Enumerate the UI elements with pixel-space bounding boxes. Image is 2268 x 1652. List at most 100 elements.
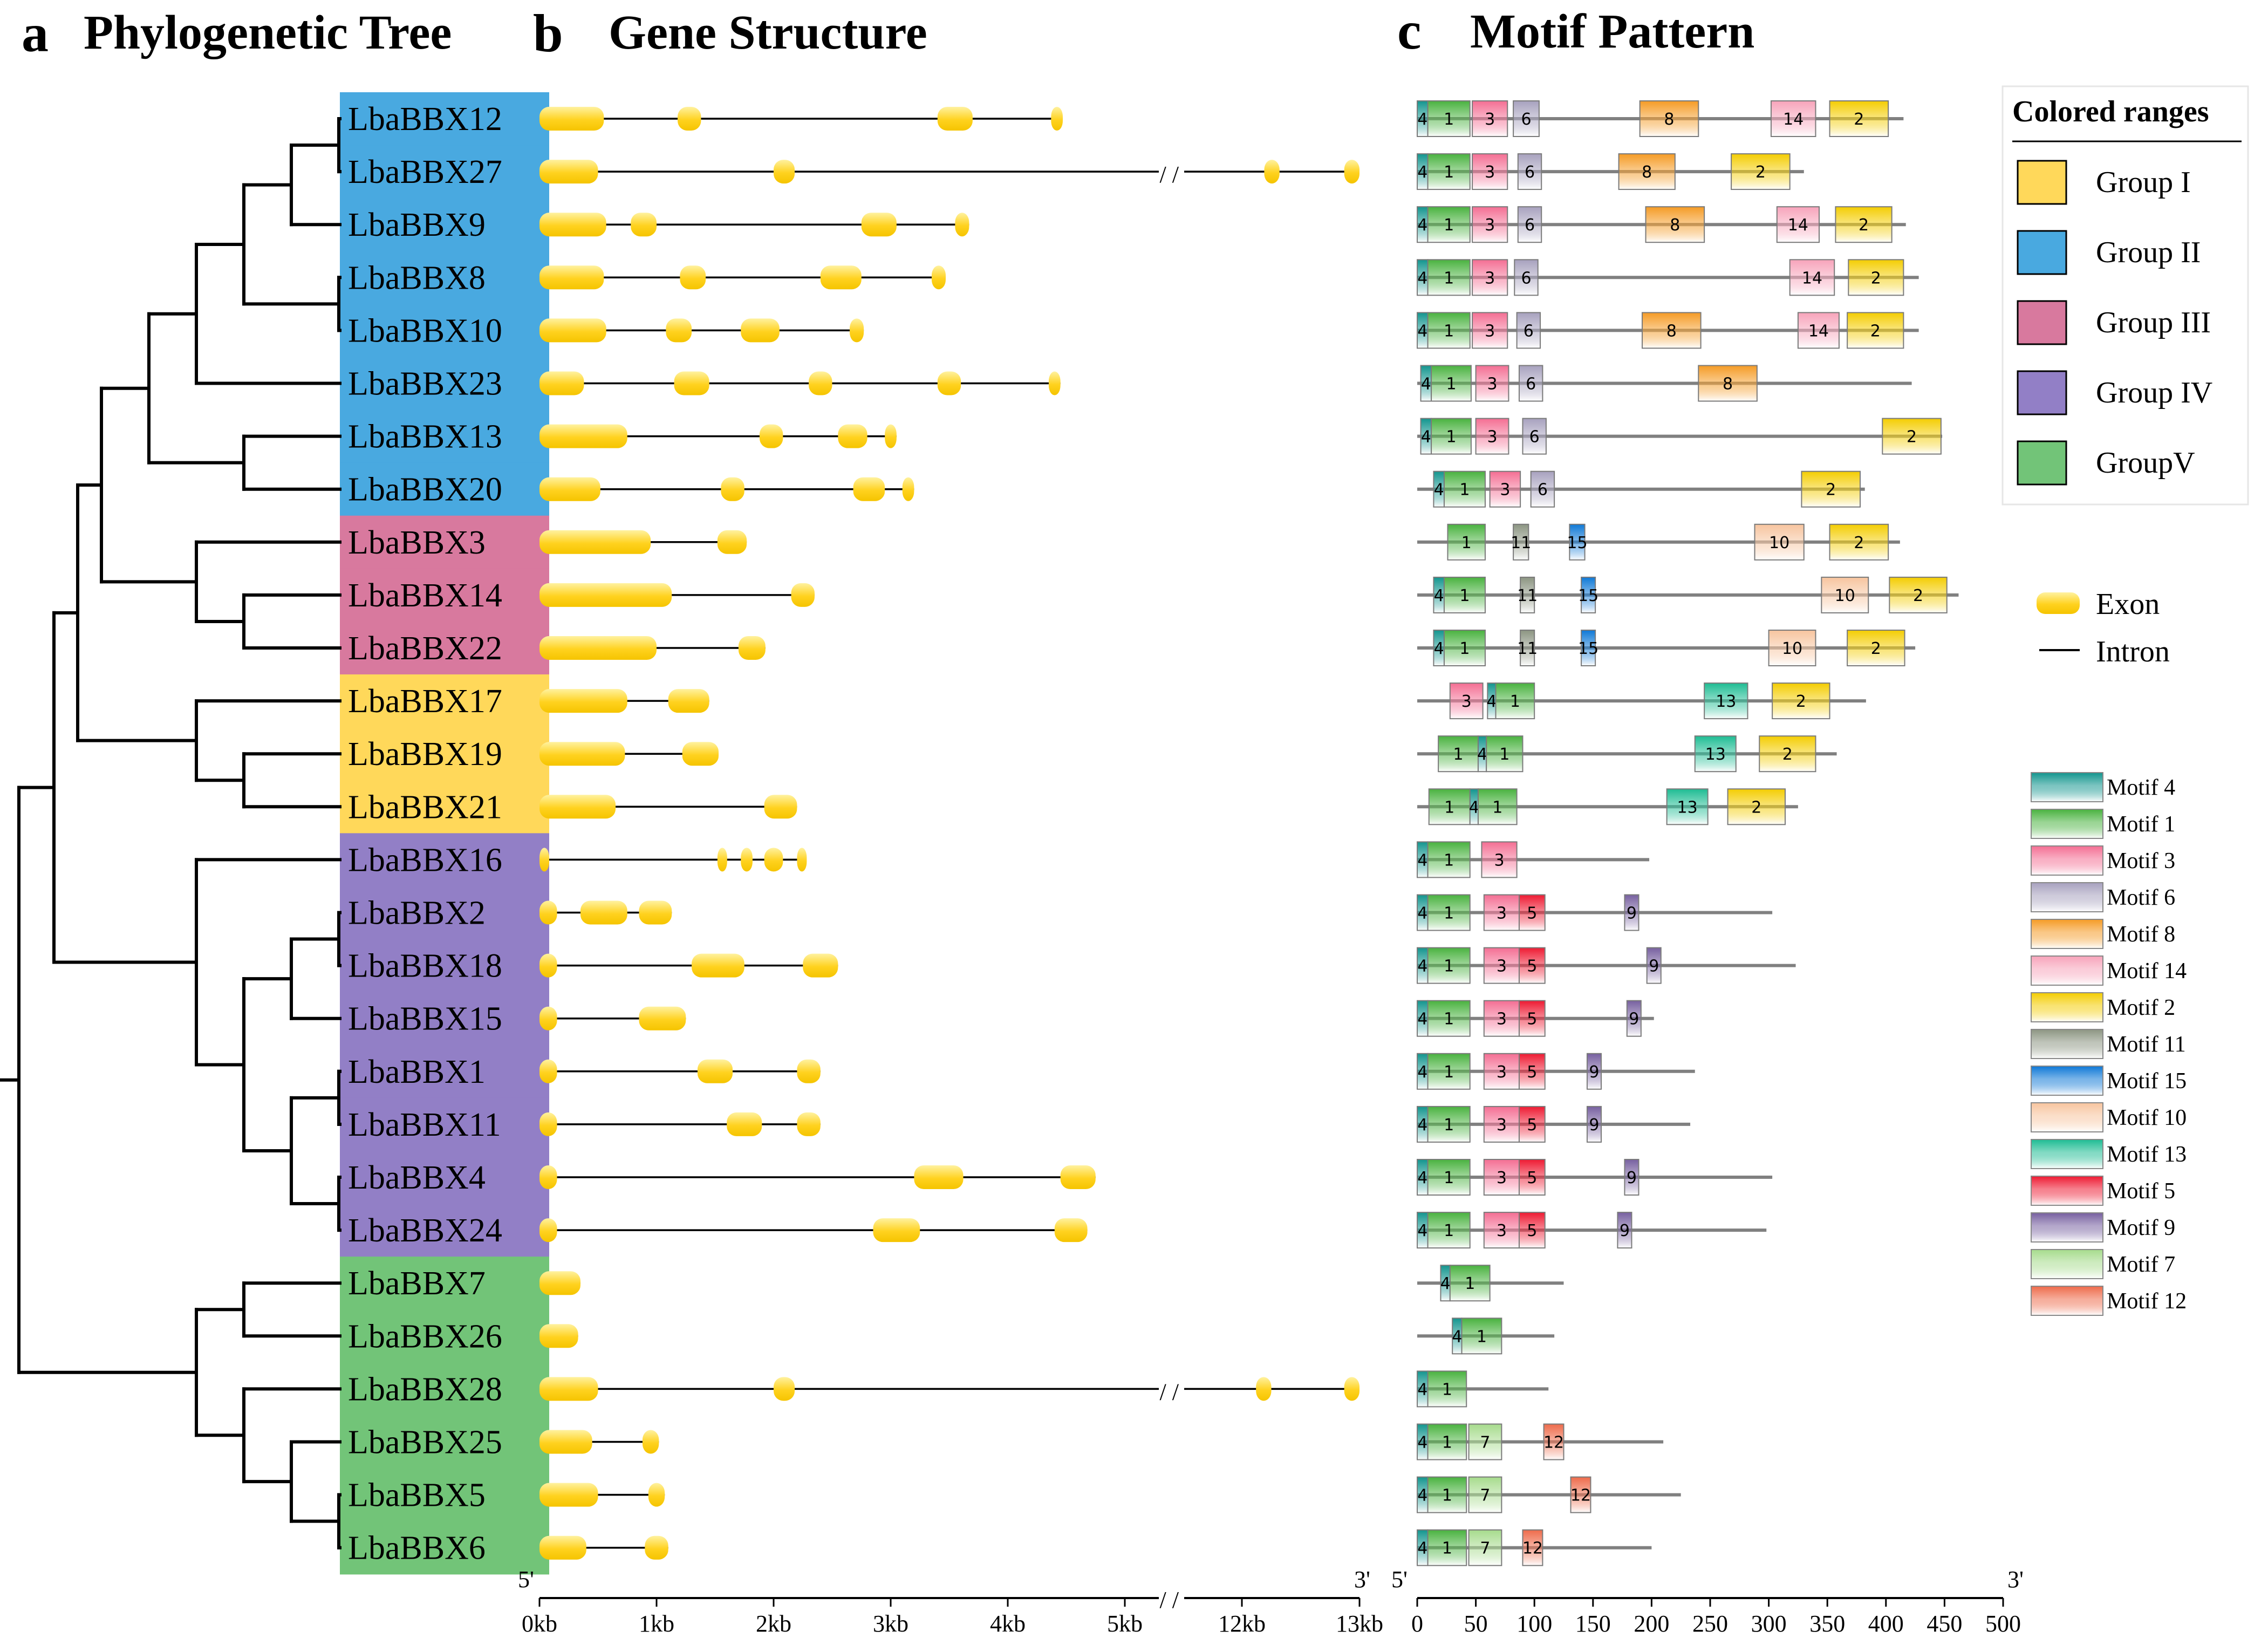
group-band bbox=[340, 780, 549, 834]
motif-number: 2 bbox=[1854, 534, 1864, 552]
motif-box bbox=[1518, 1053, 1546, 1090]
gene-labels: LbaBBX12 LbaBBX27 LbaBBX9 LbaBBX8 LbaBBX10 Lb… bbox=[348, 101, 502, 1567]
group-band bbox=[340, 1309, 549, 1363]
structure-legend: Exon Intron bbox=[2037, 588, 2170, 668]
motif-row: 4 1 3 6 8 14 2 bbox=[1417, 312, 1919, 349]
gene-label: LbaBBX17 bbox=[348, 683, 502, 720]
motif-number: 3 bbox=[1487, 375, 1497, 394]
exon-box bbox=[539, 371, 584, 395]
motif-box bbox=[1522, 1529, 1543, 1566]
gene-structure-row bbox=[539, 213, 969, 237]
exon-box bbox=[539, 160, 598, 184]
motif-row: 3 4 1 13 2 bbox=[1417, 682, 1866, 720]
exon-box bbox=[873, 1218, 920, 1243]
three-prime-label: 3' bbox=[1354, 1566, 1370, 1593]
axis-tick-label: 1kb bbox=[639, 1610, 674, 1637]
gene-structure-row bbox=[539, 1324, 578, 1348]
motif-box bbox=[1427, 894, 1471, 931]
gene-structure-row bbox=[539, 1006, 686, 1030]
motif-box bbox=[1882, 418, 1942, 455]
motif-number: 14 bbox=[1802, 269, 1822, 288]
axis-tick-label: 3kb bbox=[873, 1610, 908, 1637]
motif-number: 8 bbox=[1723, 375, 1733, 394]
exon-box bbox=[759, 424, 783, 448]
motif-number: 1 bbox=[1442, 1486, 1452, 1505]
exon-box bbox=[717, 530, 747, 554]
motif-number: 5 bbox=[1527, 1010, 1537, 1029]
motif-box bbox=[1642, 312, 1702, 349]
colored-ranges-legend: Colored ranges Group I Group II Group III G… bbox=[2001, 85, 2249, 506]
motif-number: 1 bbox=[1444, 1116, 1454, 1135]
exon-box bbox=[1344, 160, 1360, 184]
motif-number: 1 bbox=[1477, 1327, 1487, 1346]
motif-box bbox=[1624, 1159, 1639, 1196]
axis-tick-label: 0kb bbox=[522, 1610, 557, 1637]
motif-legend-label: Motif 12 bbox=[2107, 1289, 2187, 1314]
axis-break-mark: / / bbox=[1160, 1587, 1179, 1613]
motif-number: 3 bbox=[1497, 1010, 1507, 1029]
motif-box bbox=[1443, 470, 1486, 508]
motif-number: 6 bbox=[1526, 375, 1536, 394]
motif-box bbox=[1483, 1000, 1520, 1037]
motif-number: 9 bbox=[1620, 1221, 1630, 1240]
gene-structure-axis: / / 0kb 1kb 2kb 3kb 4kb 5kb 12kb 13kb 5' 3' bbox=[518, 1566, 1383, 1637]
motif-box bbox=[1518, 1212, 1546, 1249]
motif-box bbox=[1821, 576, 1869, 613]
motif-legend-label: Motif 15 bbox=[2107, 1069, 2187, 1094]
axis-tick-label: 300 bbox=[1751, 1610, 1787, 1637]
exon-box bbox=[727, 1112, 762, 1136]
axis-tick-label: 12kb bbox=[1218, 1610, 1266, 1637]
motif-number: 9 bbox=[1627, 904, 1637, 923]
motif-number: 4 bbox=[1417, 851, 1427, 870]
motif-number: 14 bbox=[1788, 216, 1808, 235]
axis-tick-label: 5kb bbox=[1107, 1610, 1143, 1637]
motif-box bbox=[1731, 153, 1791, 190]
motif-number: 13 bbox=[1677, 798, 1698, 817]
exon-box bbox=[539, 318, 606, 343]
motif-legend-swatch bbox=[2031, 772, 2103, 802]
gene-label: LbaBBX15 bbox=[348, 1001, 502, 1037]
motif-number: 12 bbox=[1570, 1486, 1591, 1505]
group-band bbox=[340, 1097, 549, 1151]
motif-number: 3 bbox=[1485, 163, 1495, 182]
group-band bbox=[340, 1415, 549, 1469]
legend-label: Group II bbox=[2096, 236, 2201, 269]
exon-box bbox=[539, 1377, 598, 1401]
gene-structure-row bbox=[539, 477, 914, 501]
motif-box bbox=[1518, 1000, 1546, 1037]
gene-label: LbaBBX5 bbox=[348, 1477, 486, 1514]
motif-number: 4 bbox=[1417, 1063, 1427, 1082]
motif-legend: Motif 4 Motif 1 Motif 3 Motif 6 Motif 8 Motif… bbox=[2031, 772, 2187, 1316]
motif-number: 6 bbox=[1524, 322, 1534, 340]
gene-structure-row bbox=[539, 1430, 659, 1454]
motif-number: 1 bbox=[1444, 957, 1454, 976]
exon-box bbox=[539, 1483, 598, 1507]
motif-number: 3 bbox=[1497, 1116, 1507, 1135]
exon-box bbox=[850, 318, 864, 343]
motif-box bbox=[1847, 630, 1905, 666]
exon-box bbox=[539, 953, 557, 978]
motif-number: 4 bbox=[1434, 586, 1444, 605]
gene-structure-row bbox=[539, 265, 946, 290]
group-band bbox=[340, 568, 549, 622]
exon-box bbox=[717, 848, 727, 872]
axis-break-mark: / / bbox=[1160, 1378, 1179, 1405]
motif-legend-label: Motif 5 bbox=[2107, 1179, 2175, 1204]
motif-number: 1 bbox=[1446, 428, 1456, 447]
motif-box bbox=[1829, 523, 1889, 561]
motif-box bbox=[1522, 418, 1547, 455]
motif-box bbox=[1518, 1159, 1546, 1196]
axis-tick-label: 200 bbox=[1634, 1610, 1669, 1637]
motif-number: 4 bbox=[1417, 1539, 1427, 1558]
motif-box bbox=[1475, 365, 1509, 402]
motif-number: 2 bbox=[1871, 269, 1881, 288]
axis-tick-label: 50 bbox=[1464, 1610, 1488, 1637]
exon-box bbox=[539, 1324, 578, 1348]
panel-header-a: a Phylogenetic Tree bbox=[22, 3, 452, 63]
motif-box bbox=[1835, 206, 1893, 243]
gene-label: LbaBBX1 bbox=[348, 1054, 486, 1090]
motif-row: 1 4 1 13 2 bbox=[1417, 788, 1798, 825]
